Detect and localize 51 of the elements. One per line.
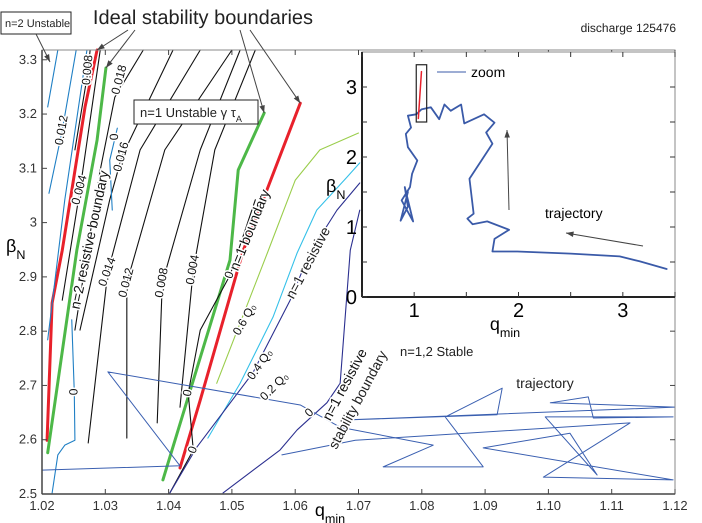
x-axis-title: q$_{min}$ xyxy=(314,500,346,523)
x-tick-label: 1.05 xyxy=(219,498,245,513)
x-tick-label: 1.09 xyxy=(472,498,498,513)
x-tick-label: 1.03 xyxy=(92,498,118,513)
x-tick-label: 1.02 xyxy=(29,498,55,513)
annotation: 0.016 xyxy=(110,140,132,174)
annotation: 0.008 xyxy=(79,54,96,86)
y-tick-label: 2.8 xyxy=(18,323,37,338)
y-tick-label: 3.2 xyxy=(18,106,37,122)
y-axis-title: β$_{N}$ xyxy=(326,176,346,202)
x-tick-label: 1.04 xyxy=(156,498,182,513)
y-tick-label: 3 xyxy=(346,77,357,99)
y-tick-label: 1 xyxy=(346,217,357,239)
y-tick-label: 2.7 xyxy=(18,377,37,392)
y-tick-label: 0 xyxy=(346,287,357,309)
x-tick-label: 1.11 xyxy=(600,498,624,513)
x-tick-label: 1.06 xyxy=(282,498,308,513)
annotation: trajectory xyxy=(516,375,574,391)
y-axis-title: β$_{N}$ xyxy=(6,236,26,262)
y-tick-label: 3.1 xyxy=(18,160,37,176)
x-tick-label: 1.08 xyxy=(409,498,434,513)
annotation: 0.4 Q₀ xyxy=(244,346,276,382)
x-tick-label: 3 xyxy=(617,300,628,322)
y-tick-label: 3 xyxy=(30,214,37,230)
annotation: zoom xyxy=(471,64,506,80)
annotation: 0.012 xyxy=(52,114,71,146)
annotation: trajectory xyxy=(545,205,603,221)
y-tick-label: 2.9 xyxy=(18,268,37,284)
text: n=2 Unstable xyxy=(5,18,70,30)
y-tick-label: 3.3 xyxy=(18,52,37,67)
annotation: 0.008 xyxy=(152,266,172,299)
annotation: n=1,2 Stable xyxy=(400,344,474,359)
annotation: Ideal stability boundaries xyxy=(92,7,314,29)
text: discharge 125476 xyxy=(580,21,676,35)
x-tick-label: 1.07 xyxy=(346,498,372,513)
annotation: 0.018 xyxy=(108,63,130,96)
y-tick-label: 2 xyxy=(346,147,357,169)
annotation: 0.004 xyxy=(182,253,202,286)
annotation: 0 xyxy=(302,405,317,420)
annotation: 0 xyxy=(180,388,195,398)
annotation: n=1 Unstable γ τ$_{A}$ xyxy=(140,105,243,124)
annotation: 0.004 xyxy=(68,173,90,206)
annotation: 0.6 Q₀ xyxy=(230,300,260,338)
line-series xyxy=(400,104,668,270)
annotation: 0 xyxy=(66,388,80,396)
annotation: 0 xyxy=(106,133,121,140)
x-tick-label: 1 xyxy=(408,300,420,322)
x-tick-label: 1.10 xyxy=(536,498,562,513)
y-tick-label: 2.6 xyxy=(18,432,37,447)
x-tick-label: 1.12 xyxy=(662,498,688,513)
y-tick-label: 2.5 xyxy=(18,486,37,501)
